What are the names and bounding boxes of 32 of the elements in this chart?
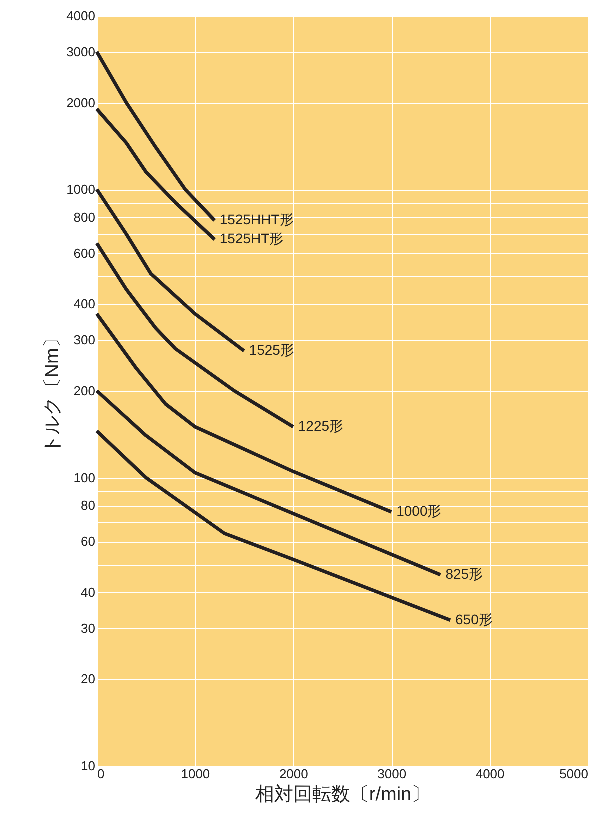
line-series: [95, 389, 442, 577]
y-tick-label: 40: [81, 584, 96, 600]
y-tick-label: 2000: [66, 95, 96, 110]
line-series: [95, 107, 217, 242]
y-tick-label: 100: [74, 470, 96, 486]
y-tick-label: 60: [81, 534, 96, 550]
y-tick-label: 80: [81, 498, 96, 514]
y-tick-label: 3000: [66, 44, 96, 60]
y-tick-label: 20: [81, 672, 96, 687]
y-tick-label: 300: [74, 332, 96, 348]
y-axis-title: トルク〔Nm〕: [42, 329, 64, 454]
x-tick-label: 4000: [476, 766, 505, 782]
series-label: 1525HT形: [220, 230, 284, 247]
x-tick-label: 0: [98, 766, 105, 782]
y-tick-label: 600: [74, 246, 96, 261]
x-axis-title: 相対回転数〔r/min〕: [255, 784, 431, 806]
line-series: [95, 312, 394, 514]
y-tick-label: 4000: [66, 8, 96, 24]
y-tick-label: 400: [74, 296, 96, 312]
series-label: 1225形: [298, 418, 344, 434]
y-tick-label: 800: [74, 210, 96, 225]
x-tick-label: 3000: [378, 766, 407, 782]
series-label: 825形: [446, 566, 484, 582]
y-tick-label: 200: [74, 384, 96, 398]
series-label: 1000形: [396, 503, 442, 520]
line-series: [95, 50, 217, 222]
x-tick-label: 1000: [181, 766, 210, 782]
y-tick-label: 10: [81, 758, 96, 774]
x-tick-label: 5000: [560, 766, 588, 782]
x-tick-label: 2000: [279, 766, 308, 782]
y-tick-label: 1000: [66, 182, 96, 198]
y-tick-label: 30: [81, 620, 96, 636]
